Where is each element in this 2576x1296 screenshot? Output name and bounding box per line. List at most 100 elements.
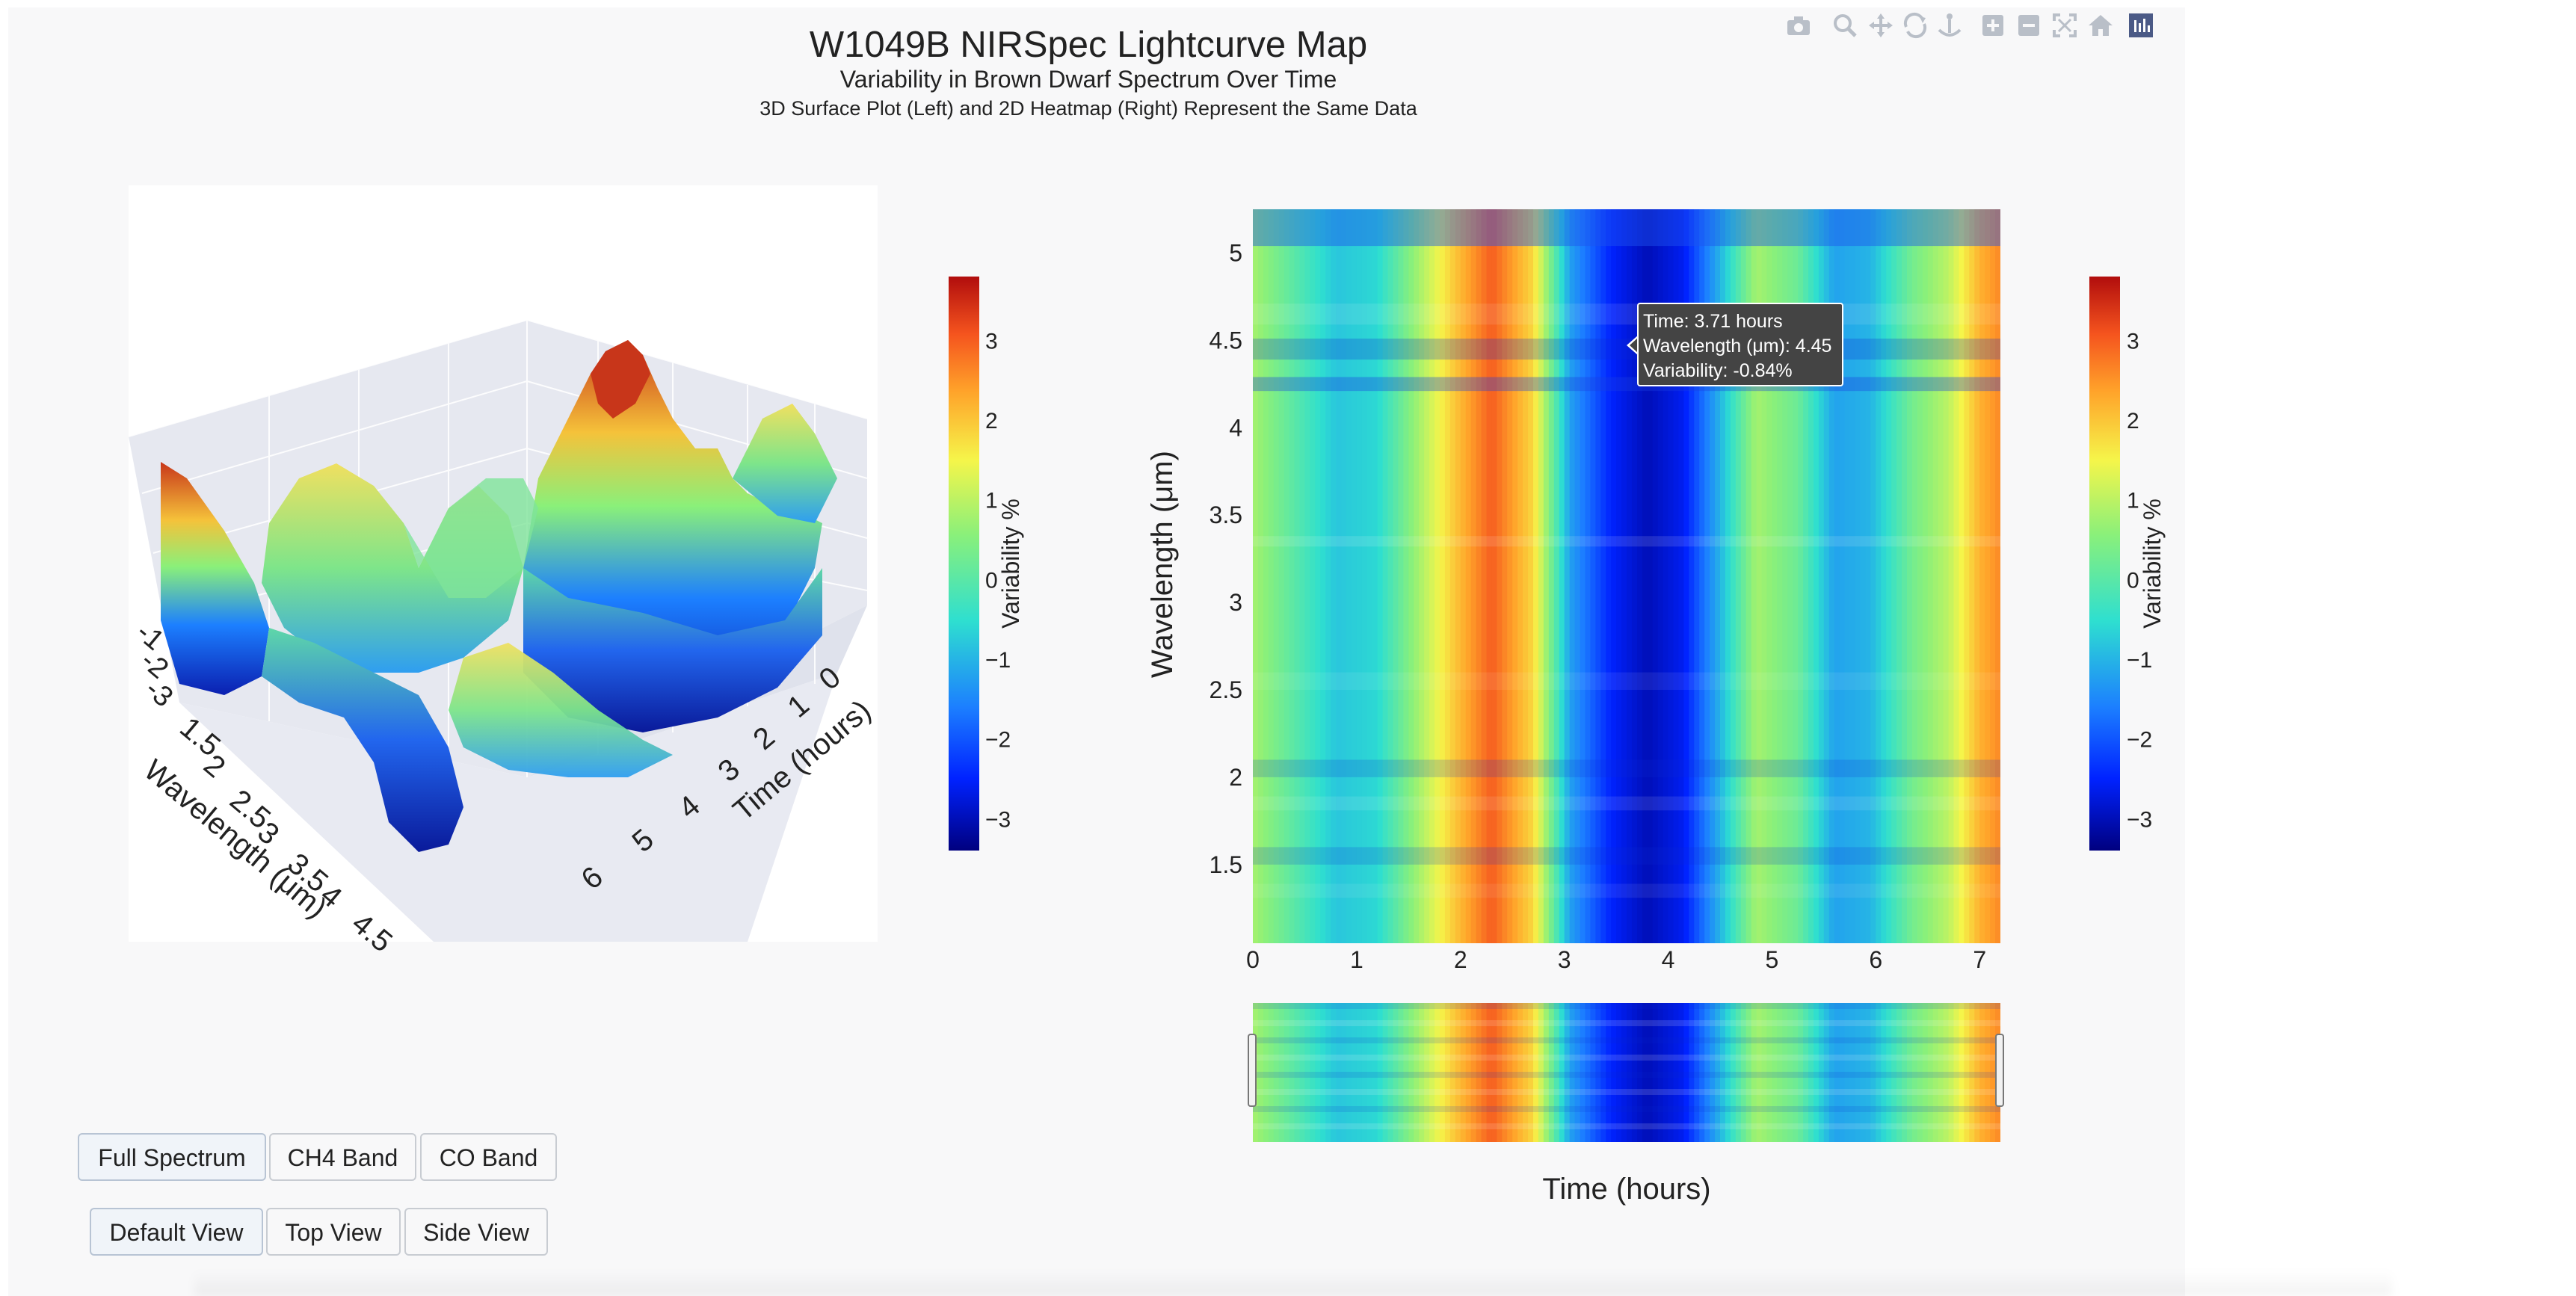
turntable-icon[interactable]: [1935, 10, 1965, 40]
heatmap-cell-column[interactable]: [1814, 209, 1819, 943]
heatmap-cell-column[interactable]: [1881, 209, 1888, 943]
pan-icon[interactable]: [1866, 10, 1896, 40]
heatmap-cell-column[interactable]: [1387, 209, 1394, 943]
range-slider-right-handle[interactable]: [1995, 1034, 2004, 1107]
heatmap-cell-column[interactable]: [1959, 209, 1965, 943]
heatmap-cell-column[interactable]: [1745, 209, 1752, 943]
heatmap-cell-column[interactable]: [1663, 209, 1669, 943]
heatmap-cell-column[interactable]: [1543, 209, 1550, 943]
top-view-button[interactable]: Top View: [266, 1208, 401, 1256]
heatmap-cell-column[interactable]: [1455, 209, 1461, 943]
heatmap-cell-column[interactable]: [1740, 209, 1747, 943]
heatmap-cell-column[interactable]: [1507, 209, 1514, 943]
heatmap-cell-column[interactable]: [1891, 209, 1898, 943]
heatmap-cell-column[interactable]: [1408, 209, 1415, 943]
heatmap-cell-column[interactable]: [1611, 209, 1618, 943]
heatmap-cell-column[interactable]: [1699, 209, 1706, 943]
heatmap-cell-column[interactable]: [1902, 209, 1908, 943]
heatmap-cell-column[interactable]: [1351, 209, 1358, 943]
ch4-band-button[interactable]: CH4 Band: [269, 1133, 416, 1181]
heatmap-cell-column[interactable]: [1585, 209, 1591, 943]
heatmap-cell-column[interactable]: [1444, 209, 1451, 943]
full-spectrum-button[interactable]: Full Spectrum: [78, 1133, 266, 1181]
heatmap-cell-column[interactable]: [1668, 209, 1674, 943]
heatmap-cell-column[interactable]: [1766, 209, 1773, 943]
heatmap-cell-column[interactable]: [1798, 209, 1805, 943]
heatmap-cell-column[interactable]: [1735, 209, 1742, 943]
heatmap-cell-column[interactable]: [1694, 209, 1701, 943]
heatmap-cell-column[interactable]: [1304, 209, 1311, 943]
heatmap-cell-column[interactable]: [1756, 209, 1763, 943]
heatmap-cell-column[interactable]: [1320, 209, 1327, 943]
heatmap-cell-column[interactable]: [1704, 209, 1711, 943]
heatmap-cell-column[interactable]: [1631, 209, 1638, 943]
heatmap-cell-column[interactable]: [1331, 209, 1337, 943]
plotly-logo-icon[interactable]: [2129, 13, 2153, 37]
heatmap-cell-column[interactable]: [1673, 209, 1680, 943]
heatmap-cell-column[interactable]: [1849, 209, 1856, 943]
heatmap-cell-column[interactable]: [1284, 209, 1290, 943]
heatmap-cell-column[interactable]: [1491, 209, 1498, 943]
heatmap-cell-column[interactable]: [1777, 209, 1784, 943]
heatmap-cell-column[interactable]: [1870, 209, 1877, 943]
heatmap-cell-column[interactable]: [1424, 209, 1431, 943]
heatmap-cell-column[interactable]: [1636, 209, 1643, 943]
heatmap-cell-column[interactable]: [1398, 209, 1405, 943]
range-slider-left-handle[interactable]: [1248, 1034, 1257, 1107]
heatmap-cell-column[interactable]: [1595, 209, 1602, 943]
heatmap-cell-column[interactable]: [1315, 209, 1322, 943]
side-view-button[interactable]: Side View: [404, 1208, 548, 1256]
heatmap-plot[interactable]: 0 1 2 3 4 5 6 7 1.5 2 2.5 3 3.5 4 4.5 5 Wavelength (μm…: [1146, 208, 2001, 973]
heatmap-cell-column[interactable]: [1642, 209, 1648, 943]
heatmap-cell-column[interactable]: [1678, 209, 1685, 943]
co-band-button[interactable]: CO Band: [420, 1133, 557, 1181]
heatmap-cell-column[interactable]: [1834, 209, 1840, 943]
heatmap-cell-column[interactable]: [1823, 209, 1830, 943]
heatmap-cell-column[interactable]: [1808, 209, 1814, 943]
heatmap-cell-column[interactable]: [1969, 209, 1976, 943]
heatmap-cell-column[interactable]: [1278, 209, 1285, 943]
heatmap-cell-column[interactable]: [1657, 209, 1664, 943]
heatmap-cell-column[interactable]: [1938, 209, 1944, 943]
heatmap-cell-column[interactable]: [1325, 209, 1332, 943]
autoscale-icon[interactable]: [2050, 10, 2080, 40]
heatmap-cell-column[interactable]: [1310, 209, 1316, 943]
heatmap-cell-column[interactable]: [1683, 209, 1690, 943]
heatmap-cell-column[interactable]: [1979, 209, 1986, 943]
heatmap-cell-column[interactable]: [1299, 209, 1306, 943]
orbit-icon[interactable]: [1900, 10, 1930, 40]
heatmap-cell-column[interactable]: [1860, 209, 1867, 943]
camera-icon[interactable]: [1784, 10, 1814, 40]
heatmap-cell-column[interactable]: [1689, 209, 1695, 943]
heatmap-cell-column[interactable]: [1782, 209, 1789, 943]
heatmap-cell-column[interactable]: [1606, 209, 1612, 943]
heatmap-cell-column[interactable]: [1336, 209, 1343, 943]
heatmap-cell-column[interactable]: [1564, 209, 1571, 943]
heatmap-cell-column[interactable]: [1414, 209, 1420, 943]
heatmap-cell-column[interactable]: [1652, 209, 1659, 943]
heatmap-cell-column[interactable]: [1470, 209, 1477, 943]
heatmap-cell-column[interactable]: [1393, 209, 1399, 943]
heatmap-cell-column[interactable]: [1346, 209, 1352, 943]
time-range-slider[interactable]: [1248, 1003, 2004, 1142]
heatmap-cell-column[interactable]: [1761, 209, 1768, 943]
heatmap-cell-column[interactable]: [1865, 209, 1872, 943]
heatmap-cell-column[interactable]: [1876, 209, 1882, 943]
zoom-out-icon[interactable]: [2014, 10, 2044, 40]
heatmap-cell-column[interactable]: [1268, 209, 1275, 943]
heatmap-cell-column[interactable]: [1907, 209, 1913, 943]
heatmap-cell-column[interactable]: [1953, 209, 1960, 943]
heatmap-cell-column[interactable]: [1803, 209, 1810, 943]
heatmap-cell-column[interactable]: [1502, 209, 1509, 943]
heatmap-cell-column[interactable]: [1382, 209, 1389, 943]
heatmap-cell-column[interactable]: [1948, 209, 1955, 943]
heatmap-cell-column[interactable]: [1419, 209, 1426, 943]
heatmap-cell-column[interactable]: [1273, 209, 1280, 943]
heatmap-cell-column[interactable]: [1476, 209, 1482, 943]
zoom-icon[interactable]: [1830, 10, 1860, 40]
heatmap-cell-column[interactable]: [1710, 209, 1716, 943]
heatmap-cell-column[interactable]: [1294, 209, 1301, 943]
heatmap-cell-column[interactable]: [1927, 209, 1934, 943]
heatmap-cell-column[interactable]: [1263, 209, 1269, 943]
